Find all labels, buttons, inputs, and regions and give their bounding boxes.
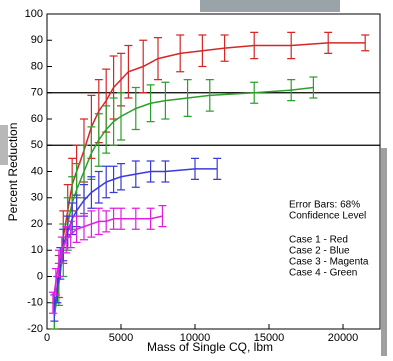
error-bar: [131, 160, 140, 188]
error-bar: [109, 207, 118, 230]
annotation: Case 2 - Blue: [289, 246, 350, 257]
error-bar: [205, 79, 214, 112]
y-tick-label: 90: [31, 34, 43, 46]
y-tick-label: 70: [31, 87, 43, 99]
annotation: Case 4 - Green: [289, 268, 357, 279]
annotation: Case 1 - Red: [289, 235, 348, 246]
error-bar: [324, 31, 333, 54]
error-bar: [124, 44, 133, 99]
y-tick-label: 100: [25, 8, 43, 20]
y-tick-label: 50: [31, 139, 43, 151]
error-bar: [183, 79, 192, 117]
x-tick-label: 20000: [328, 332, 359, 344]
error-bar: [198, 34, 207, 68]
error-bar: [87, 210, 96, 238]
annotation: Case 3 - Magenta: [289, 257, 369, 268]
error-bar: [72, 215, 81, 243]
error-bar: [109, 165, 118, 194]
error-bar: [131, 207, 140, 230]
y-tick-label: 60: [31, 113, 43, 125]
error-bar: [146, 160, 155, 183]
y-tick-label: -10: [27, 297, 43, 309]
error-bar: [191, 157, 199, 180]
error-bar: [213, 157, 222, 180]
error-bar: [250, 31, 259, 60]
y-tick-label: 10: [31, 244, 43, 256]
photo-fragment: [0, 125, 8, 165]
side-bar: [381, 148, 387, 356]
x-tick-label: 5000: [109, 332, 133, 344]
error-bar: [94, 207, 103, 236]
x-tick-label: 15000: [254, 332, 285, 344]
error-bar: [131, 86, 140, 131]
y-tick-label: 40: [31, 165, 43, 177]
error-bar: [87, 176, 96, 209]
error-bar: [102, 105, 111, 154]
annotation: Error Bars: 68%: [289, 200, 360, 211]
x-axis-label: Mass of Single CQ, lbm: [147, 340, 273, 354]
error-bar: [94, 113, 103, 167]
error-bar: [250, 81, 259, 104]
error-bar: [117, 207, 125, 230]
error-bar: [117, 92, 125, 141]
y-tick-label: -20: [27, 323, 43, 335]
error-bar: [57, 236, 66, 264]
error-bar: [80, 212, 88, 241]
x-tick-label: 0: [44, 332, 50, 344]
error-bar: [102, 210, 111, 233]
series-line: [53, 168, 218, 309]
y-tick-label: 30: [31, 192, 43, 204]
error-bar: [66, 220, 75, 249]
error-bar: [309, 76, 318, 99]
error-bar: [109, 97, 118, 146]
error-bar: [361, 34, 370, 52]
error-bar: [62, 226, 71, 254]
error-bar: [176, 34, 185, 73]
annotation: Confidence Level: [289, 211, 366, 222]
error-bar: [117, 163, 125, 191]
error-bar: [146, 84, 155, 123]
y-tick-label: 80: [31, 60, 43, 72]
error-bar: [158, 205, 167, 228]
error-bar: [80, 184, 88, 217]
y-axis-label: Percent Reduction: [6, 123, 20, 222]
error-bar: [287, 79, 296, 102]
x-tick-label: 10000: [180, 332, 211, 344]
error-bar: [68, 202, 77, 236]
y-tick-label: 0: [37, 270, 43, 282]
error-bar: [94, 170, 103, 204]
error-bar: [146, 207, 155, 230]
error-bar: [161, 81, 170, 120]
error-bar: [220, 34, 229, 62]
error-bar: [139, 39, 148, 94]
photo-fragment: [200, 0, 340, 12]
error-bar: [287, 31, 296, 60]
series-line: [53, 86, 314, 316]
series-line: [52, 215, 163, 303]
error-bar: [102, 165, 111, 199]
error-bar: [154, 37, 162, 81]
error-bar: [161, 160, 170, 183]
y-tick-label: 20: [31, 218, 43, 230]
